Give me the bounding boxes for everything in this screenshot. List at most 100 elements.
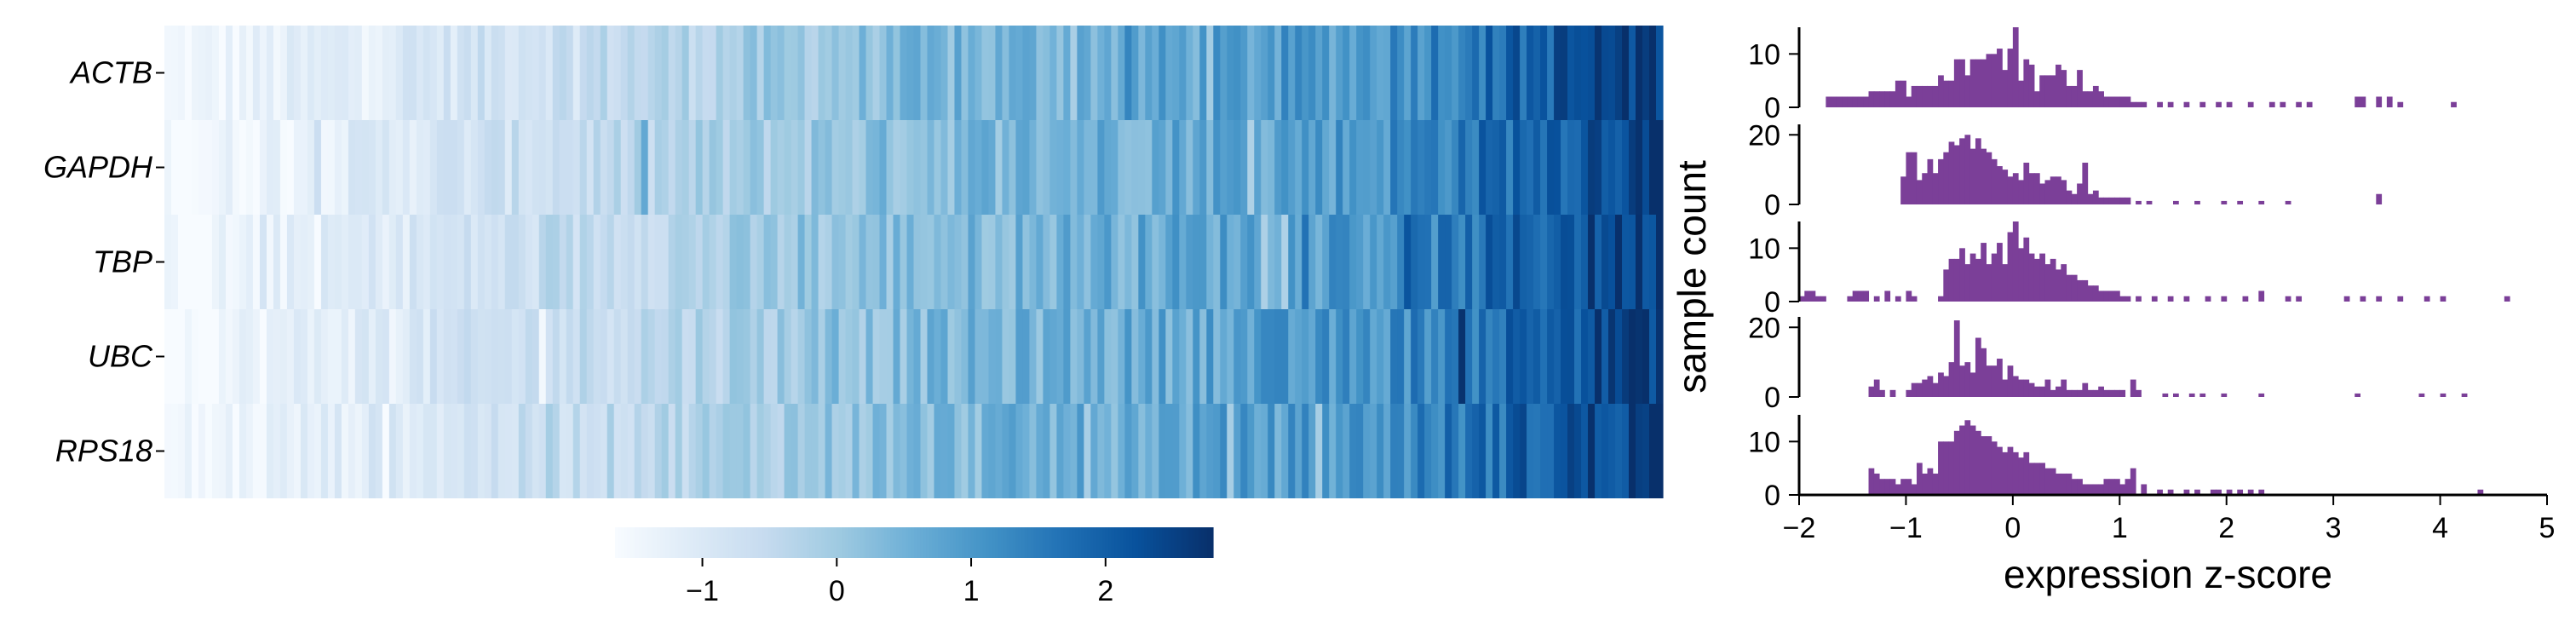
colorbar-segment	[821, 527, 825, 558]
histogram-bar	[2023, 451, 2030, 495]
histogram-bar	[2007, 176, 2014, 204]
heatmap-cell	[995, 309, 1003, 404]
colorbar-segment	[1170, 527, 1175, 558]
heatmap-cell	[1370, 120, 1377, 215]
heatmap-cell	[1636, 26, 1643, 120]
heatmap-cell	[920, 215, 929, 309]
heatmap-cell	[1029, 120, 1038, 215]
histogram-bar	[1938, 441, 1944, 495]
histogram-bar	[2151, 296, 2158, 302]
colorbar-tick-label: 0	[829, 575, 845, 607]
heatmap-cell	[654, 215, 663, 309]
heatmap-cell	[1431, 309, 1439, 404]
heatmap-cell	[191, 404, 199, 498]
heatmap-cell	[654, 120, 663, 215]
heatmap-cell	[756, 215, 765, 309]
histogram-bar	[1943, 441, 1950, 495]
heatmap-cell	[164, 26, 172, 120]
histogram-bar	[2098, 197, 2104, 204]
colorbar-segment	[1141, 527, 1145, 558]
heatmap-cell	[1077, 26, 1084, 120]
heatmap-cell	[245, 26, 254, 120]
colorbar-segment	[624, 527, 628, 558]
colorbar-segment	[1129, 527, 1133, 558]
heatmap-cell	[1479, 215, 1486, 309]
heatmap-cell	[1561, 215, 1568, 309]
heatmap-cell	[1595, 26, 1602, 120]
heatmap-cell	[252, 215, 261, 309]
heatmap-cell	[1124, 404, 1132, 498]
heatmap-cell	[232, 120, 240, 215]
heatmap-cell	[1131, 120, 1139, 215]
histogram-bar	[2050, 468, 2056, 495]
histogram-bar	[2461, 393, 2468, 397]
heatmap-cell	[1588, 120, 1596, 215]
histogram-actb: 010	[1748, 27, 2457, 124]
heatmap-cell	[423, 309, 431, 404]
heatmap-cell	[1349, 404, 1357, 498]
heatmap-cell	[940, 26, 949, 120]
heatmap-cell	[756, 26, 765, 120]
histogram-bar	[1959, 138, 1965, 204]
histogram-bar	[2386, 96, 2393, 107]
heatmap-cell	[1002, 120, 1010, 215]
histogram-bar	[1911, 152, 1918, 204]
heatmap-cell	[1199, 404, 1207, 498]
heatmap-cell	[279, 26, 288, 120]
heatmap-cell	[1377, 404, 1384, 498]
heatmap-cell	[1445, 215, 1452, 309]
heatmap-cell	[1070, 26, 1078, 120]
histogram-bar	[1986, 264, 1992, 302]
heatmap-cell	[538, 26, 547, 120]
heatmap-cell	[1649, 120, 1657, 215]
histogram-bar	[1916, 463, 1923, 495]
histogram-bar	[1884, 479, 1891, 495]
histogram-bar	[1916, 85, 1923, 107]
heatmap-cell	[552, 309, 561, 404]
heatmap-cell	[927, 26, 935, 120]
heatmap-cell	[852, 26, 860, 120]
heatmap-cell	[443, 309, 451, 404]
heatmap-cell	[184, 215, 193, 309]
heatmap-cell	[600, 215, 608, 309]
colorbar-segment	[782, 527, 786, 558]
heatmap-cell	[232, 404, 240, 498]
heatmap-cell	[722, 404, 731, 498]
heatmap-cell	[1404, 309, 1412, 404]
heatmap-cell	[1377, 215, 1384, 309]
heatmap-cell	[838, 309, 847, 404]
histogram-bar	[1938, 296, 1944, 302]
heatmap-cell	[586, 309, 595, 404]
histogram-bar	[2258, 290, 2265, 302]
heatmap-cell	[1254, 404, 1262, 498]
heatmap-cell	[1356, 26, 1364, 120]
heatmap-cell	[913, 120, 922, 215]
colorbar-segment	[734, 527, 739, 558]
heatmap-cell	[675, 309, 683, 404]
histogram-bar	[1900, 80, 1906, 107]
heatmap-cell	[1015, 26, 1024, 120]
colorbar-segment	[618, 527, 622, 558]
heatmap-cell	[484, 26, 492, 120]
histogram-bar	[2280, 101, 2286, 107]
heatmap-cell	[763, 215, 772, 309]
heatmap-cell	[818, 404, 826, 498]
heatmap-cell	[770, 215, 779, 309]
histogram-bar	[2012, 451, 2019, 495]
heatmap-cell	[709, 26, 717, 120]
histogram-bar	[1964, 264, 1971, 302]
heatmap-cell	[647, 26, 656, 120]
heatmap-cell	[593, 26, 601, 120]
heatmap-cell	[470, 215, 479, 309]
histogram-bar	[1922, 473, 1929, 495]
heatmap-cell	[1629, 309, 1636, 404]
heatmap-cell	[1199, 309, 1207, 404]
heatmap-cell	[1247, 120, 1255, 215]
histogram-bar	[1847, 296, 1854, 302]
heatmap-cell	[1567, 404, 1575, 498]
histogram-bar	[1868, 468, 1875, 495]
histogram-bar	[2033, 258, 2040, 302]
histogram-bar	[2167, 101, 2174, 107]
colorbar-segment	[1048, 527, 1053, 558]
heatmap-cell	[750, 215, 758, 309]
